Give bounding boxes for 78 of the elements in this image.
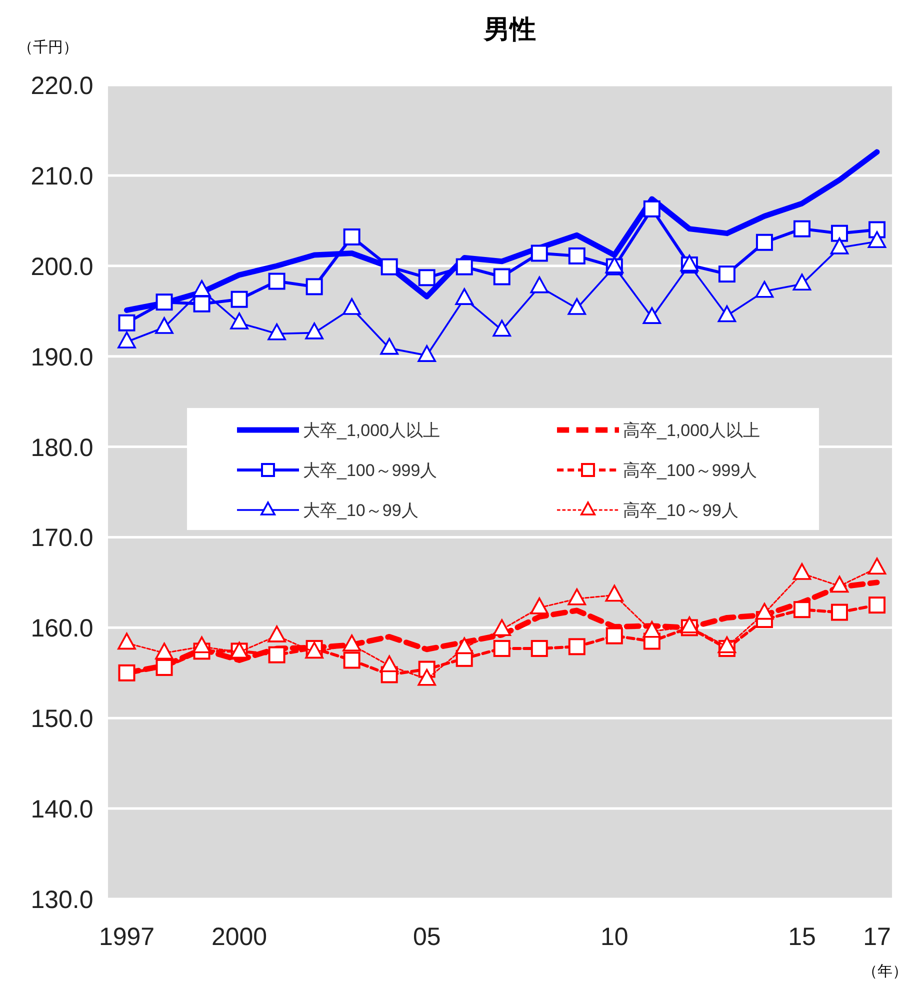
point: [268, 323, 286, 340]
legend-label: 高卒_100～999人: [623, 461, 758, 480]
point: [718, 266, 736, 283]
y-tick-label: 160.0: [30, 614, 94, 643]
x-tick-label: 15: [788, 923, 816, 951]
point: [568, 247, 586, 264]
y-tick-label: 210.0: [30, 162, 94, 190]
x-tick-label: 2000: [211, 923, 268, 951]
point: [230, 312, 248, 330]
y-tick-label: 180.0: [30, 434, 94, 462]
point: [118, 332, 136, 348]
point: [718, 305, 736, 322]
point: [230, 290, 248, 308]
point: [380, 258, 398, 276]
point: [455, 637, 474, 654]
x-tick-label: 05: [412, 923, 441, 951]
y-tick-label: 200.0: [30, 252, 94, 281]
point: [755, 280, 774, 298]
point: [642, 621, 662, 638]
point: [380, 338, 398, 355]
point: [756, 234, 773, 251]
legend-label: 高卒_10～99人: [623, 501, 738, 520]
point: [493, 268, 510, 286]
point: [793, 220, 810, 238]
point: [155, 317, 174, 334]
point: [568, 588, 586, 606]
y-tick-label: 190.0: [30, 343, 94, 372]
y-tick-label: 170.0: [30, 524, 94, 552]
point: [830, 576, 849, 593]
point: [342, 634, 361, 652]
point: [792, 274, 812, 291]
point: [456, 258, 473, 276]
point: [268, 626, 286, 642]
point: [868, 558, 886, 574]
point: [643, 200, 660, 218]
y-tick-label: 140.0: [30, 796, 94, 824]
y-tick-label: 220.0: [30, 72, 94, 100]
chart-title: 男性: [483, 14, 536, 44]
point: [605, 584, 624, 602]
legend-label: 大卒_10～99人: [303, 501, 418, 520]
x-tick-label: 1997: [98, 923, 155, 951]
point: [418, 345, 436, 362]
y-tick-label: 150.0: [30, 705, 94, 734]
point: [718, 636, 736, 654]
legend-label: 大卒_100～999人: [303, 461, 438, 480]
point: [305, 322, 324, 340]
point: [306, 278, 323, 296]
point: [642, 307, 662, 324]
point: [118, 632, 136, 650]
point: [492, 619, 512, 636]
point: [568, 298, 586, 315]
point: [830, 238, 849, 254]
point: [418, 269, 436, 286]
point: [268, 272, 286, 290]
point: [155, 642, 174, 660]
point: [492, 320, 512, 337]
point: [342, 298, 361, 315]
point: [755, 602, 774, 620]
point: [530, 276, 549, 294]
point: [343, 228, 360, 246]
point: [118, 314, 136, 332]
point: [792, 563, 812, 580]
legend-label: 高卒_1,000人以上: [623, 421, 760, 440]
point: [868, 231, 886, 248]
x-tick-label: 10: [600, 923, 628, 951]
point: [830, 224, 848, 242]
point: [156, 294, 173, 311]
point: [455, 288, 474, 305]
x-axis-title: （年）: [862, 963, 908, 980]
y-axis-title: （千円）: [18, 39, 78, 56]
legend-label: 大卒_1,000人以上: [303, 421, 440, 440]
y-tick-label: 130.0: [30, 886, 94, 914]
point: [530, 244, 548, 262]
point: [530, 597, 549, 614]
point: [193, 295, 210, 312]
point: [380, 655, 398, 672]
point: [418, 668, 436, 686]
x-tick-label: 17: [863, 923, 891, 951]
